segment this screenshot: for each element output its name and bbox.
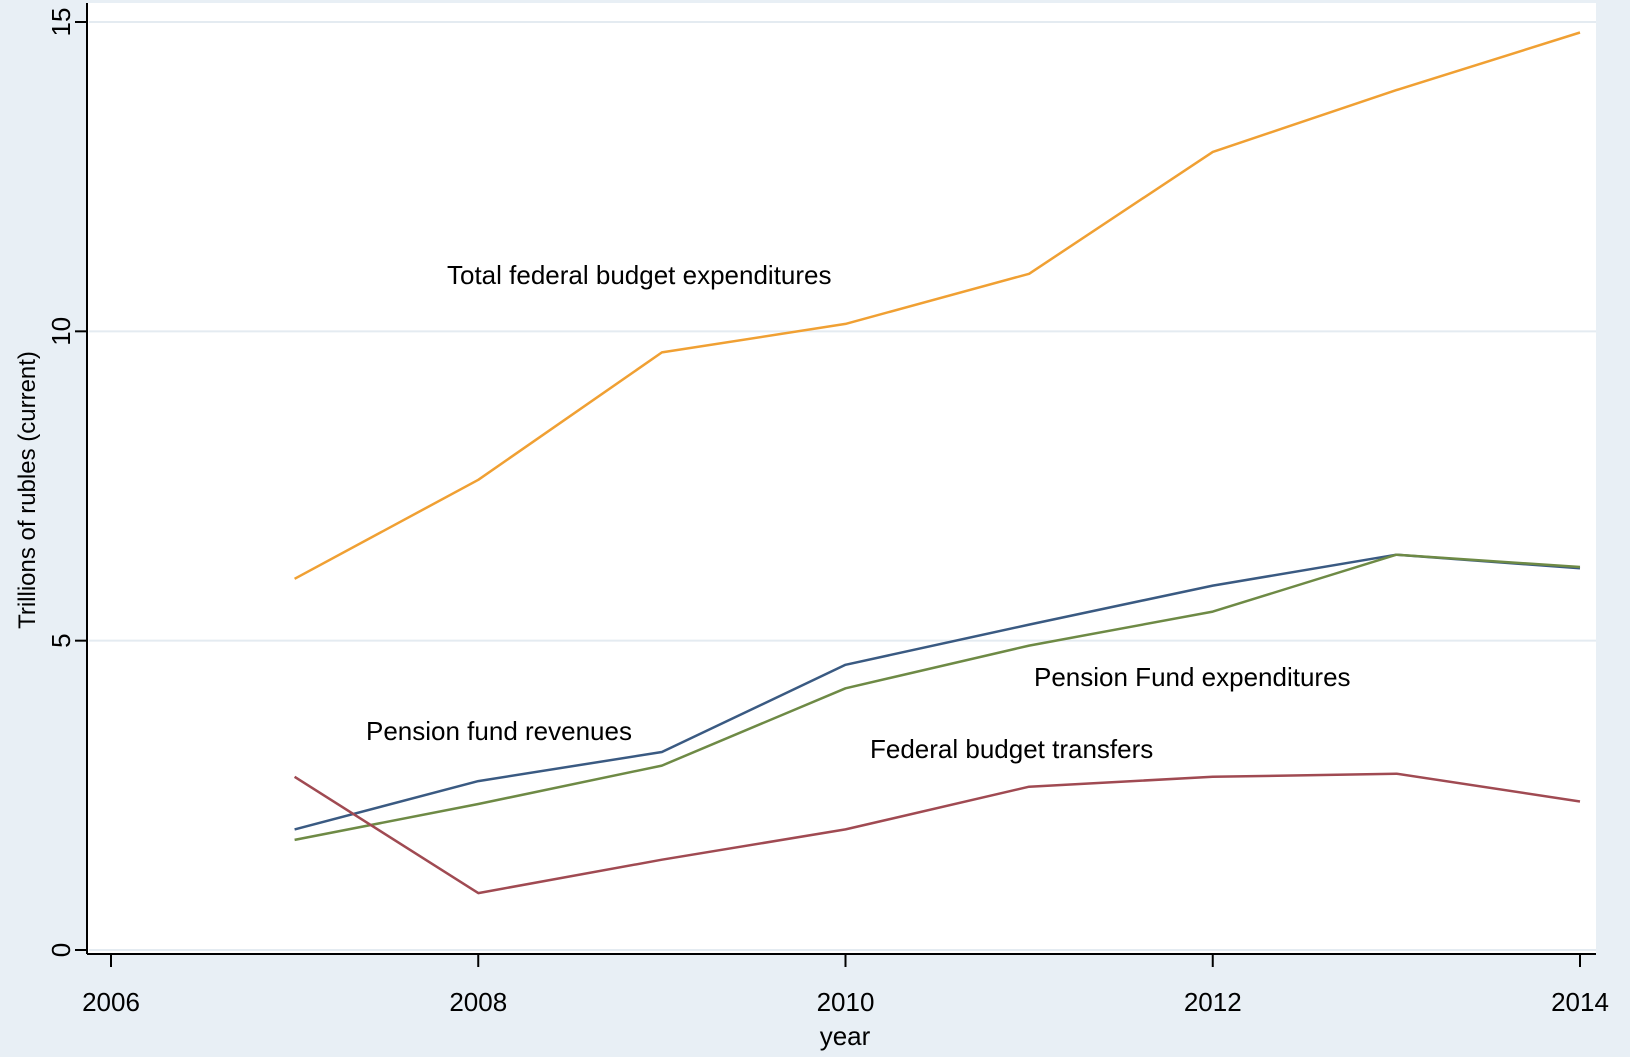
- x-tick-label: 2006: [82, 987, 140, 1017]
- series-line-1: [294, 31, 1581, 580]
- series-label-1: Total federal budget expenditures: [447, 260, 832, 290]
- x-tick-label: 2008: [449, 987, 507, 1017]
- y-tick-label: 10: [46, 317, 76, 346]
- series-lines: [293, 31, 1581, 895]
- y-tick-label: 0: [46, 943, 76, 957]
- series-label-4: Federal budget transfers: [870, 734, 1153, 764]
- x-tick-label: 2012: [1184, 987, 1242, 1017]
- y-tick-label: 5: [46, 633, 76, 647]
- series-label-3: Pension Fund expenditures: [1034, 662, 1351, 692]
- axes: 0 5 10 15 2006 2008 2010 2012 2014: [46, 3, 1609, 1017]
- series-line-2: [294, 553, 1581, 831]
- series-line-3: [294, 553, 1581, 842]
- y-tick-label: 15: [46, 8, 76, 37]
- x-tick-label: 2014: [1551, 987, 1609, 1017]
- series-labels: Total federal budget expenditures Pension…: [366, 260, 1351, 764]
- gridlines: [89, 21, 1596, 951]
- series-line-4: [293, 772, 1581, 895]
- x-axis-title: year: [820, 1021, 871, 1051]
- plot-area: [87, 3, 1596, 954]
- x-tick-label: 2010: [817, 987, 875, 1017]
- y-axis-title: Trillions of rubles (current): [14, 351, 41, 629]
- series-label-2: Pension fund revenues: [366, 716, 632, 746]
